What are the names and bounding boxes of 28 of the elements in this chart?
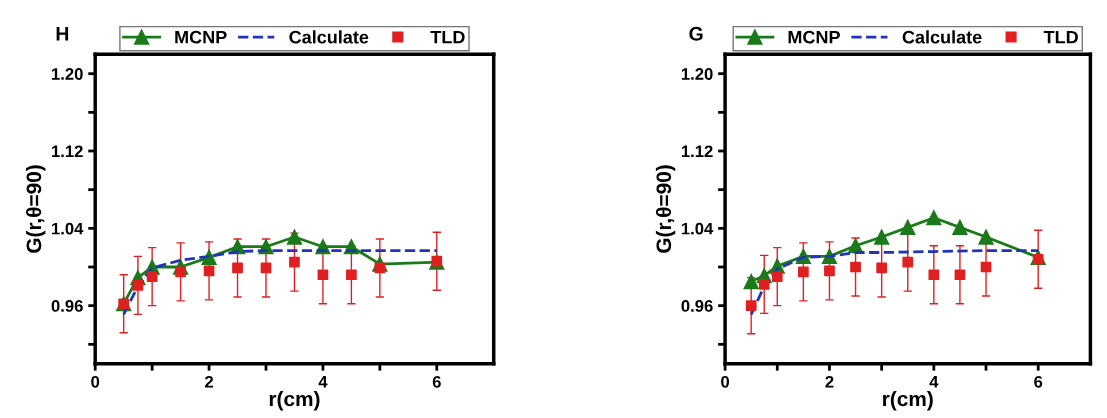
legend-label: Calculate: [902, 30, 982, 44]
y-axis-title: G(r,θ=90): [25, 165, 46, 253]
chart-title: H: [56, 27, 69, 41]
x-tick-label: 6: [432, 375, 441, 388]
y-tick-label: 0.96: [51, 300, 83, 312]
y-tick-label: 1.04: [681, 222, 714, 235]
x-tick-label: 4: [318, 376, 328, 388]
x-tick-label: 0: [721, 375, 730, 388]
y-tick-label: 1.04: [52, 222, 84, 235]
legend-label: MCNP: [175, 30, 227, 44]
x-tick-label: 2: [205, 375, 214, 388]
x-tick-label: 6: [1034, 375, 1043, 388]
y-tick-label: 1.20: [681, 68, 713, 80]
y-tick-label: 1.12: [681, 145, 713, 158]
legend-label: TLD: [430, 30, 465, 44]
x-axis-title: r(cm): [883, 391, 933, 411]
x-tick-label: 4: [929, 376, 939, 388]
legend-label: MCNP: [788, 30, 840, 44]
legend-label: TLD: [1043, 30, 1078, 44]
x-tick-label: 2: [825, 375, 834, 388]
chart-title: G: [689, 26, 703, 41]
x-axis-title: r(cm): [269, 391, 320, 411]
y-tick-label: 1.12: [52, 145, 83, 158]
legend-label: Calculate: [289, 30, 369, 44]
x-tick-label: 0: [91, 375, 100, 388]
y-axis-title: G(r,θ=90): [655, 165, 676, 253]
y-tick-label: 1.20: [52, 68, 83, 80]
y-tick-label: 0.96: [681, 300, 713, 312]
